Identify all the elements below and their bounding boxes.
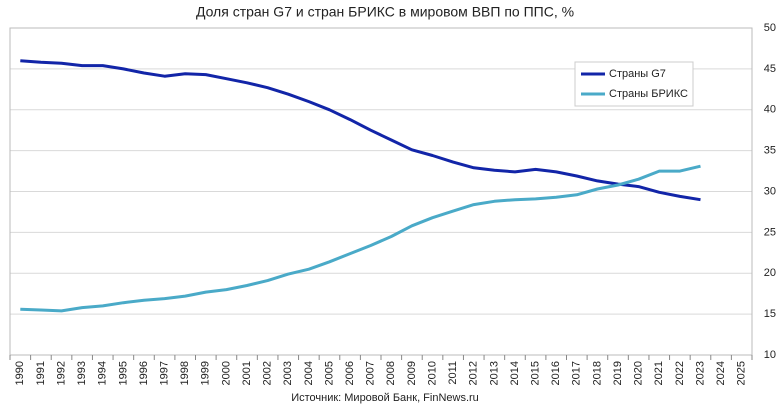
x-tick-label: 2011 [447,361,459,385]
x-tick-label: 2018 [591,361,603,385]
y-tick-label: 45 [764,63,776,75]
legend-label: Страны G7 [609,68,666,80]
x-tick-label: 1999 [200,361,212,385]
x-tick-label: 2021 [653,361,665,385]
x-tick-label: 2005 [323,361,335,385]
x-tick-label: 2017 [571,361,583,385]
source-note: Источник: Мировой Банк, FinNews.ru [291,392,479,404]
x-tick-label: 1993 [76,361,88,385]
series-line [20,59,701,202]
x-tick-label: 2022 [674,361,686,385]
x-tick-label: 1991 [35,361,47,385]
x-tick-label: 2015 [529,361,541,385]
x-tick-label: 1995 [117,361,129,385]
x-tick-label: 2006 [344,361,356,385]
x-tick-label: 1996 [138,361,150,385]
x-tick-label: 1997 [158,361,170,385]
chart-title: Доля стран G7 и стран БРИКС в мировом ВВ… [196,4,574,20]
x-tick-label: 1992 [55,361,67,385]
x-tick-label: 2003 [282,361,294,385]
legend-label: Страны БРИКС [609,88,688,100]
y-tick-label: 35 [764,145,776,157]
x-tick-label: 1990 [14,361,26,385]
x-tick-label: 2020 [633,361,645,385]
x-tick-label: 2024 [715,361,727,385]
x-tick-label: 2016 [550,361,562,385]
x-tick-label: 2000 [220,361,232,385]
x-tick-label: 2007 [365,361,377,385]
y-tick-label: 20 [764,267,776,279]
x-tick-label: 2002 [262,361,274,385]
x-tick-label: 2009 [406,361,418,385]
x-tick-label: 2019 [612,361,624,385]
x-tick-label: 2014 [509,361,521,385]
x-tick-label: 2025 [736,361,748,385]
x-tick-label: 2023 [694,361,706,385]
x-tick-label: 2001 [241,361,253,385]
series-line [20,164,701,313]
y-tick-label: 25 [764,226,776,238]
y-tick-label: 15 [764,308,776,320]
legend-box [574,61,694,107]
y-tick-label: 50 [764,22,776,34]
y-tick-label: 10 [764,349,776,361]
x-tick-label: 1998 [179,361,191,385]
x-tick-label: 2010 [426,361,438,385]
x-tick-label: 2008 [385,361,397,385]
x-tick-label: 2012 [468,361,480,385]
x-tick-label: 2013 [488,361,500,385]
y-tick-label: 40 [764,104,776,116]
x-tick-label: 1994 [97,361,109,385]
x-tick-label: 2004 [303,361,315,385]
y-tick-label: 30 [764,185,776,197]
